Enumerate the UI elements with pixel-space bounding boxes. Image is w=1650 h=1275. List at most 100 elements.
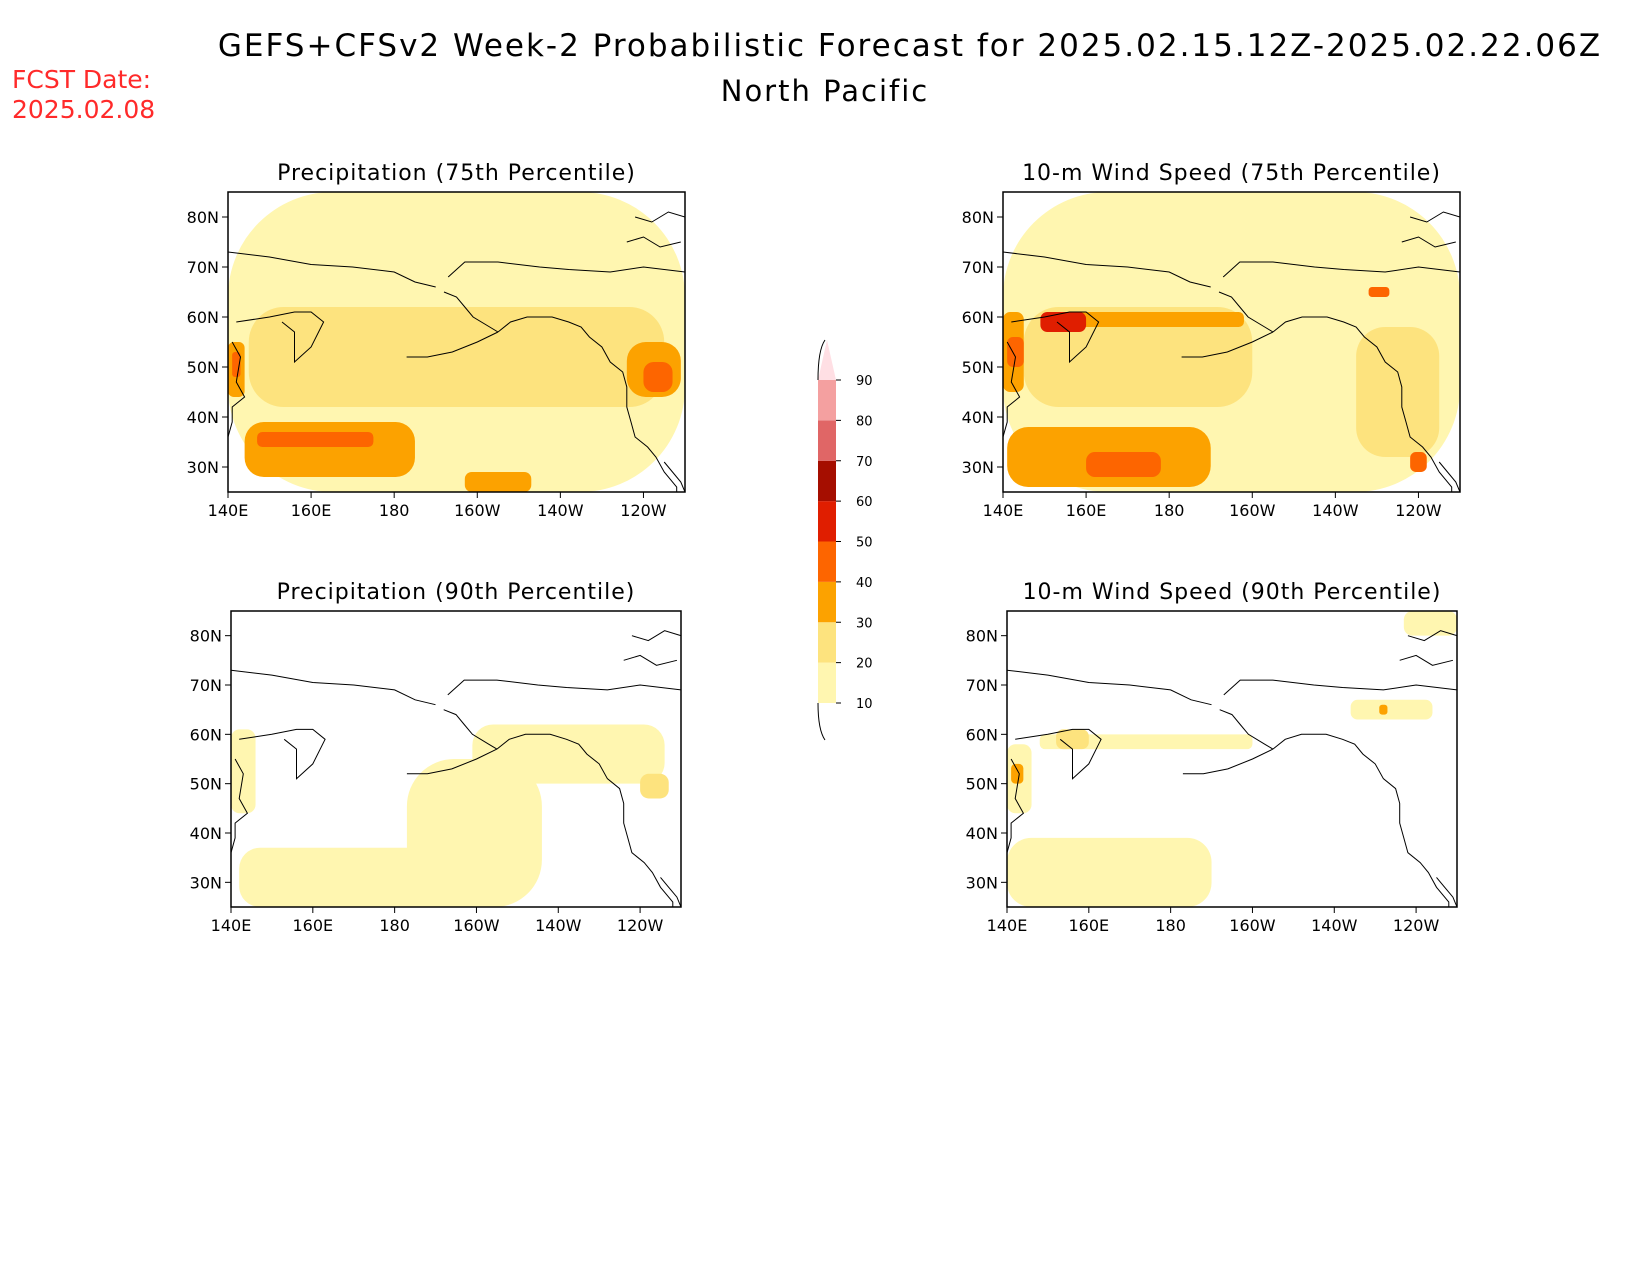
- probability-region: [1044, 312, 1244, 327]
- coastline: [1182, 748, 1274, 775]
- coastline: [1007, 758, 1025, 853]
- coastline: [496, 733, 674, 907]
- panel-title: 10-m Wind Speed (75th Percentile): [1022, 161, 1441, 186]
- lat-tick-label: 30N: [190, 873, 222, 892]
- subtitle: North Pacific: [720, 74, 930, 108]
- coastline: [1015, 728, 1102, 780]
- coastline: [1219, 709, 1274, 750]
- probability-region: [1350, 699, 1433, 720]
- main-title-text: GEFS+CFSv2 Week-2 Probabilistic Forecast…: [217, 28, 1603, 64]
- probability-region: [406, 759, 542, 907]
- lat-tick-label: 80N: [966, 627, 998, 646]
- colorbar-box: [818, 622, 836, 663]
- coastline: [406, 748, 498, 775]
- lat-tick-label: 50N: [966, 775, 998, 794]
- probability-region: [1007, 337, 1024, 367]
- probability-region: [1410, 452, 1427, 472]
- lon-tick-label: 120W: [617, 916, 664, 935]
- lon-tick-label: 180: [379, 916, 410, 935]
- lon-tick-label: 120W: [620, 501, 667, 520]
- map-frame: [1006, 610, 1458, 908]
- coastline: [228, 341, 246, 438]
- probability-region: [1356, 327, 1440, 457]
- coastline: [1007, 669, 1212, 706]
- coastline: [1272, 733, 1450, 907]
- coastline: [1272, 316, 1453, 492]
- probability-region: [1011, 763, 1024, 784]
- colorbar-label: 90: [856, 374, 873, 389]
- colorbar-box: [818, 662, 836, 703]
- colorbar: 10 20 30 40 50 60 70 80 90: [817, 339, 873, 741]
- colorbar-label: 30: [856, 616, 873, 631]
- lon-tick-label: 160W: [1229, 501, 1276, 520]
- lon-tick-label: 120W: [1395, 501, 1442, 520]
- probability-region: [1040, 312, 1087, 332]
- coastline: [1003, 251, 1211, 288]
- coastline: [626, 236, 681, 248]
- lon-tick-label: 160W: [454, 501, 501, 520]
- map-frame: [230, 610, 682, 908]
- coastline: [1218, 291, 1274, 333]
- lon-tick-label: 180: [379, 501, 410, 520]
- lat-tick-label: 40N: [187, 408, 219, 427]
- lat-tick-label: 80N: [190, 627, 222, 646]
- lat-tick-label: 40N: [966, 824, 998, 843]
- colorbar-box: [818, 581, 836, 623]
- lat-tick-label: 70N: [962, 258, 994, 277]
- lon-tick-label: 160E: [291, 501, 332, 520]
- lat-tick-label: 70N: [190, 676, 222, 695]
- coastline: [443, 291, 499, 333]
- coastline: [623, 654, 678, 666]
- colorbar-cap-edge: [817, 702, 826, 741]
- lon-tick-label: 160W: [453, 916, 500, 935]
- coastline: [1407, 630, 1457, 642]
- coastline: [231, 669, 436, 706]
- coastline: [236, 311, 325, 364]
- panel-title: Precipitation (75th Percentile): [277, 161, 636, 186]
- probability-region: [1007, 837, 1212, 907]
- probability-region: [257, 432, 374, 447]
- probability-region: [1039, 734, 1253, 750]
- coastline: [1409, 211, 1460, 223]
- probability-region: [1086, 452, 1161, 477]
- lat-tick-label: 40N: [190, 824, 222, 843]
- colorbar-box: [818, 460, 836, 502]
- lat-tick-label: 50N: [962, 358, 994, 377]
- map-panel: Precipitation (90th Percentile) 140E 160E 1…: [190, 580, 682, 935]
- coastline: [443, 709, 498, 750]
- colorbar-cap-edge: [817, 339, 826, 381]
- coastline: [228, 251, 436, 288]
- lat-tick-label: 60N: [187, 308, 219, 327]
- coastline: [406, 331, 499, 358]
- forecast-date-label: FCST Date:: [12, 65, 152, 94]
- coastline: [1399, 654, 1454, 666]
- lon-tick-label: 160E: [1066, 501, 1107, 520]
- probability-region: [464, 472, 532, 492]
- colorbar-box: [818, 541, 836, 582]
- map-panel: 10-m Wind Speed (90th Percentile) 140E 160…: [966, 580, 1458, 935]
- lat-tick-label: 60N: [966, 725, 998, 744]
- coastline: [1181, 331, 1274, 358]
- lat-tick-label: 50N: [187, 358, 219, 377]
- lon-tick-label: 160E: [292, 916, 333, 935]
- lon-tick-label: 140E: [211, 916, 252, 935]
- lat-tick-label: 60N: [962, 308, 994, 327]
- lon-tick-label: 160E: [1068, 916, 1109, 935]
- coastline: [1401, 236, 1456, 248]
- colorbar-label: 60: [856, 495, 873, 510]
- probability-region: [472, 724, 665, 784]
- colorbar-top-cap: [818, 340, 836, 380]
- main-title: GEFS+CFSv2 Week-2 Probabilistic Forecast…: [0, 28, 1650, 64]
- lon-tick-label: 180: [1154, 501, 1185, 520]
- probability-region: [640, 773, 669, 799]
- colorbar-box: [818, 380, 836, 421]
- lat-tick-label: 30N: [187, 458, 219, 477]
- probability-region: [244, 422, 415, 477]
- lat-tick-label: 30N: [962, 458, 994, 477]
- colorbar-box: [818, 420, 836, 461]
- lon-tick-label: 140E: [987, 916, 1028, 935]
- lon-tick-label: 140W: [537, 501, 584, 520]
- map-panel: Precipitation (75th Percentile) 140E 160E 1…: [187, 161, 686, 520]
- coastline: [663, 461, 685, 492]
- coastline: [1438, 461, 1460, 492]
